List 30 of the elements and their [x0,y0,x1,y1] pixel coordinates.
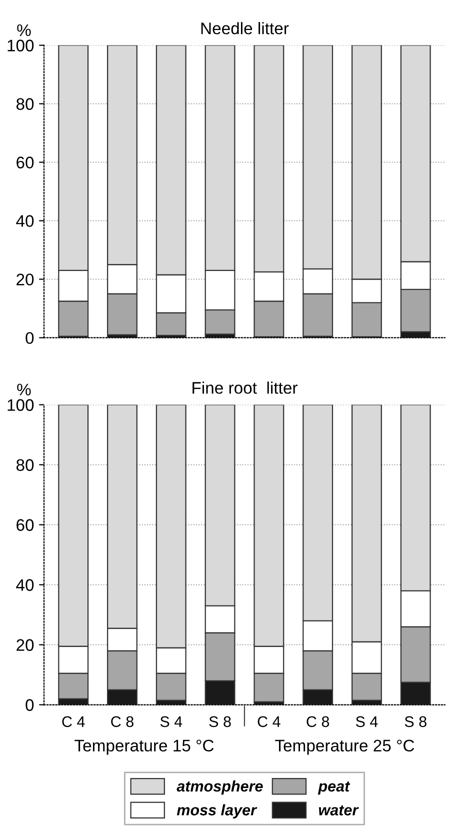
y-axis-title: % [17,384,31,396]
y-tick-label: 0 [26,699,34,711]
x-tick-label: C 8 [306,716,330,728]
x-tick-label: S 4 [160,716,182,728]
legend-label: peat [318,782,350,795]
y-axis-title: % [17,24,31,36]
chart-title: Needle litter [201,22,289,34]
legend-label: moss layer [176,804,258,818]
x-tick-label: C 4 [62,716,85,728]
text: Temperature 25 °C [275,740,414,755]
x-tick-label: S 8 [209,716,231,728]
chart-title: Fine root litter [192,382,298,394]
y-tick-label: 0 [26,332,34,344]
y-tick-label: 20 [16,274,34,286]
y-tick-label: 100 [8,40,34,52]
y-tick-label: 20 [16,639,34,651]
y-tick-label: 80 [16,459,34,471]
y-tick-label: 80 [16,98,34,110]
legend-label: atmosphere [176,780,263,795]
y-tick-label: 40 [16,215,34,227]
x-tick-label: C 8 [111,716,134,728]
x-tick-label: S 8 [404,716,426,728]
y-tick-label: 40 [16,579,34,591]
y-tick-label: 60 [16,519,34,531]
legend-label: water [318,805,359,816]
y-tick-label: 60 [16,156,34,168]
x-tick-label: C 4 [258,716,280,728]
y-tick-label: 100 [8,399,34,411]
text: Temperature 15 °C [74,740,214,755]
x-tick-label: S 4 [356,716,378,728]
